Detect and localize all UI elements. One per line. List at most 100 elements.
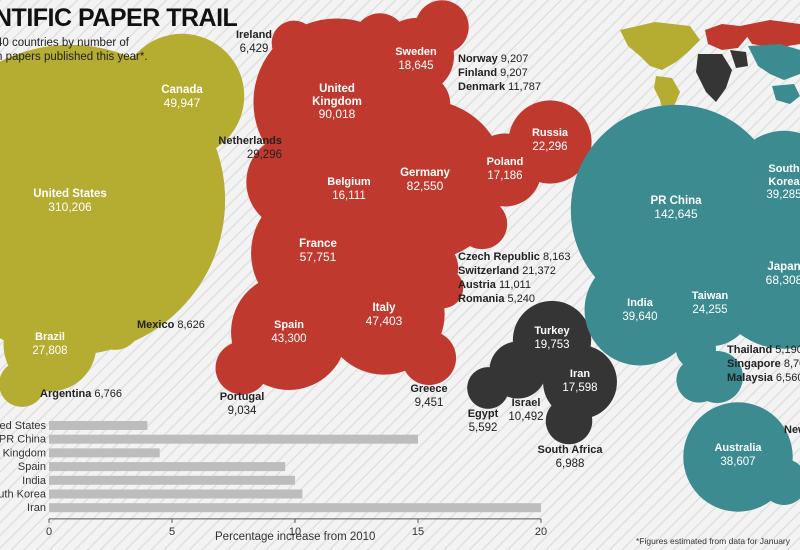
x-tick-label-20: 20 <box>535 526 547 538</box>
label-united-states-name: United States <box>33 188 107 200</box>
bar-label-united-states: United States <box>0 420 46 432</box>
label-canada-name: Canada <box>161 84 203 96</box>
label-italy-name: Italy <box>372 302 396 314</box>
bubble-mexico <box>89 298 141 350</box>
bubble-south-africa <box>545 397 593 445</box>
bar-label-iran: Iran <box>27 502 46 514</box>
label-russia-name: Russia <box>532 127 569 139</box>
bar-united-kingdom <box>49 448 160 458</box>
map-europe <box>705 24 748 50</box>
label-australia-name: Australia <box>714 442 762 454</box>
bubble-malaysia <box>676 357 722 403</box>
label-argentina: Argentina 6,766 <box>40 388 122 400</box>
label-belgium-name: Belgium <box>327 176 371 188</box>
label-portugal-name: Portugal <box>220 391 265 403</box>
label-canada-value: 49,947 <box>164 96 201 110</box>
map-russia <box>740 20 800 48</box>
label-japan-name: Japan <box>767 261 800 273</box>
label-germany-name: Germany <box>400 167 450 179</box>
label-south-korea-name: South <box>768 163 799 175</box>
world-map <box>620 20 800 116</box>
footnote: *Figures estimated from data for January <box>636 536 791 546</box>
label-iran-name: Iran <box>570 368 590 380</box>
label-ireland-value: 6,429 <box>240 43 269 55</box>
x-tick-label-0: 0 <box>46 526 52 538</box>
label-south-africa-name: South Africa <box>538 444 604 456</box>
bar-india <box>49 475 295 485</box>
label-greece-name: Greece <box>410 383 447 395</box>
label-brazil-name: Brazil <box>35 331 65 343</box>
map-middle-east <box>730 50 748 68</box>
label-france-value: 57,751 <box>300 250 337 264</box>
map-asia <box>748 44 800 80</box>
bubble-finland <box>353 13 407 67</box>
bubble-canada <box>119 33 245 159</box>
label-turkey-value: 19,753 <box>534 339 569 351</box>
bar-x-axis-label: Percentage increase from 2010 <box>215 531 376 543</box>
bubble-chart <box>0 0 800 512</box>
bar-pr-china <box>49 434 418 444</box>
label-czech-republic: Czech Republic 8,163 <box>458 251 571 263</box>
label-new-zealand: New Zealand 6,800 <box>784 424 800 436</box>
label-portugal-value: 9,034 <box>228 405 257 417</box>
label-singapore: Singapore 8,700 <box>727 358 800 370</box>
bar-label-india: India <box>22 475 47 487</box>
bubble-portugal <box>215 341 269 395</box>
bubble-czech-republic <box>456 198 508 250</box>
label-israel-value: 10,492 <box>508 411 543 423</box>
x-tick-label-10: 10 <box>289 526 301 538</box>
map-north-america <box>620 22 700 70</box>
bubble-india <box>584 254 696 366</box>
label-egypt-name: Egypt <box>468 408 499 420</box>
label-germany-value: 82,550 <box>407 179 444 193</box>
label-spain-value: 43,300 <box>271 333 306 345</box>
bubble-greece <box>401 330 457 386</box>
bubble-argentina <box>0 361 45 407</box>
label-italy-value: 47,403 <box>366 314 403 328</box>
label-mexico: Mexico 8,626 <box>137 319 205 331</box>
label-sweden-name: Sweden <box>395 46 437 58</box>
bubble-new-zealand <box>761 459 800 505</box>
bar-label-spain: Spain <box>18 461 46 473</box>
label-malaysia: Malaysia 6,560 <box>727 372 800 384</box>
label-south-korea-name-line2: Korea <box>768 176 800 188</box>
label-belgium-value: 16,111 <box>332 190 365 202</box>
label-poland-value: 17,186 <box>487 170 522 182</box>
label-india-value: 39,640 <box>622 311 657 323</box>
x-tick-label-5: 5 <box>169 526 175 538</box>
label-greece-value: 9,451 <box>415 397 444 409</box>
label-ireland-name: Ireland <box>236 29 272 41</box>
label-turkey-name: Turkey <box>534 325 570 337</box>
label-russia-value: 22,296 <box>532 141 567 153</box>
label-australia-value: 38,607 <box>720 456 755 468</box>
bar-south-korea <box>49 489 303 499</box>
page-title: NTIFIC PAPER TRAIL <box>0 4 238 32</box>
label-denmark: Denmark 11,787 <box>458 81 541 93</box>
label-thailand: Thailand 5,190 <box>727 344 800 356</box>
label-south-africa-value: 6,988 <box>556 458 585 470</box>
label-austria: Austria 11,011 <box>458 279 531 291</box>
map-africa <box>696 54 732 102</box>
label-switzerland: Switzerland 21,372 <box>458 265 556 277</box>
label-taiwan-name: Taiwan <box>692 290 729 302</box>
label-netherlands-value: 29,296 <box>247 149 282 161</box>
bar-label-united-kingdom: United Kingdom <box>0 447 46 459</box>
bar-spain <box>49 462 286 472</box>
bar-label-south-korea: South Korea <box>0 489 47 501</box>
label-poland-name: Poland <box>487 156 524 168</box>
label-norway: Norway 9,207 <box>458 53 528 65</box>
bar-iran <box>49 503 541 513</box>
bubble-egypt <box>467 367 509 409</box>
label-france-name: France <box>299 238 337 250</box>
label-iran-value: 17,598 <box>562 382 597 394</box>
label-finland: Finland 9,207 <box>458 67 528 79</box>
label-spain-name: Spain <box>274 319 304 331</box>
label-netherlands-name: Netherlands <box>218 135 282 147</box>
label-sweden-value: 18,645 <box>398 60 433 72</box>
label-taiwan-value: 24,255 <box>692 304 727 316</box>
label-united-kingdom-value: 90,018 <box>319 107 356 121</box>
bar-label-pr-china: PR China <box>0 434 47 446</box>
bubble-poland <box>468 133 542 207</box>
